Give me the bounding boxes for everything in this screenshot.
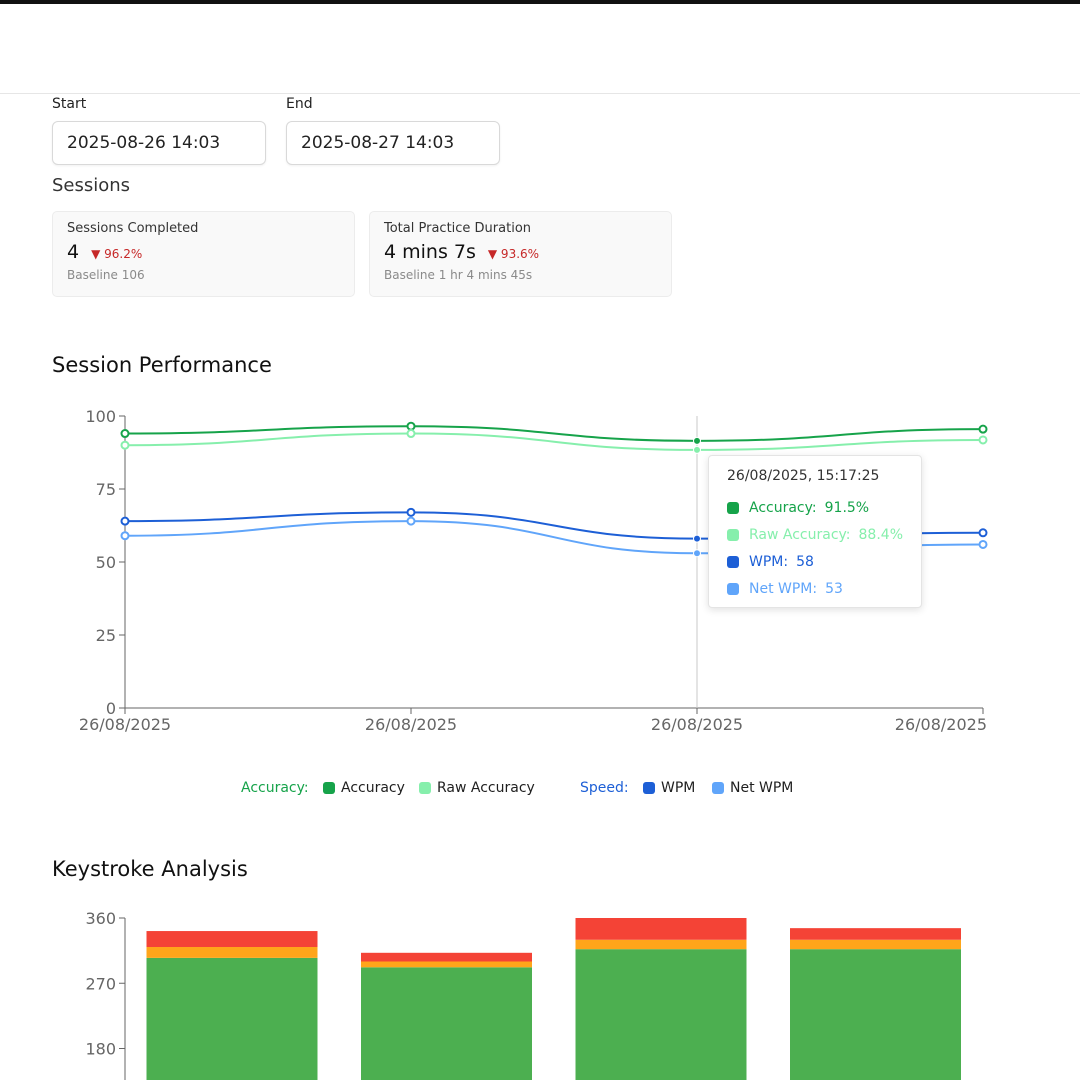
bar-segment bbox=[790, 939, 961, 950]
data-point-wpm bbox=[406, 507, 416, 517]
bar-segment bbox=[575, 918, 747, 940]
card-delta: ▼ 96.2% bbox=[91, 247, 143, 261]
data-point-raw-accuracy bbox=[120, 440, 130, 450]
card-title: Sessions Completed bbox=[67, 221, 199, 236]
x-tick-label: 26/08/2025 bbox=[365, 715, 457, 734]
tooltip-row-accuracy: Accuracy: 91.5% bbox=[727, 494, 903, 521]
data-point-wpm bbox=[978, 528, 988, 538]
header-divider bbox=[0, 93, 1080, 94]
legend-speed-group-label: Speed: bbox=[580, 780, 629, 796]
legend-label: Accuracy bbox=[341, 780, 405, 796]
x-tick-label: 26/08/2025 bbox=[895, 715, 987, 734]
legend-label: WPM bbox=[661, 780, 696, 796]
card-value: 4 mins 7s bbox=[384, 241, 476, 263]
bar-segment bbox=[790, 949, 961, 1080]
tooltip-row-raw-accuracy: Raw Accuracy: 88.4% bbox=[727, 521, 903, 548]
bar-segment bbox=[361, 961, 532, 968]
bar-segment bbox=[790, 928, 961, 940]
tooltip-row-wpm: WPM: 58 bbox=[727, 548, 903, 575]
series-line-raw-accuracy bbox=[124, 432, 984, 451]
x-tick-label: 26/08/2025 bbox=[79, 715, 171, 734]
data-point-accuracy bbox=[120, 429, 130, 439]
end-label: End bbox=[286, 96, 313, 112]
keystroke-analysis-heading: Keystroke Analysis bbox=[52, 857, 248, 881]
card-delta: ▼ 93.6% bbox=[487, 247, 540, 261]
legend-item-raw-accuracy[interactable]: Raw Accuracy bbox=[419, 780, 535, 796]
legend-item-net-wpm[interactable]: Net WPM bbox=[712, 780, 793, 796]
wpm-swatch bbox=[727, 555, 739, 568]
bar-segment bbox=[146, 957, 318, 1080]
sessions-heading: Sessions bbox=[52, 175, 131, 196]
raw-accuracy-swatch bbox=[419, 782, 431, 794]
tooltip-value: 88.4% bbox=[858, 526, 903, 543]
series-line-accuracy bbox=[124, 425, 984, 442]
card-value-row: 4 ▼ 96.2% bbox=[67, 241, 340, 263]
data-point-active-accuracy bbox=[693, 436, 701, 445]
tooltip-title: 26/08/2025, 15:17:25 bbox=[727, 468, 880, 484]
y-tick-label: 270 bbox=[85, 974, 116, 993]
tooltip-label: Net WPM: bbox=[749, 580, 818, 597]
net-wpm-swatch bbox=[727, 582, 739, 595]
bar-segment bbox=[361, 967, 532, 1080]
data-point-net-wpm bbox=[978, 539, 988, 549]
tooltip-value: 91.5% bbox=[824, 499, 870, 516]
session-performance-heading: Session Performance bbox=[52, 353, 272, 377]
wpm-swatch bbox=[643, 782, 655, 794]
legend-accuracy-group-label: Accuracy: bbox=[241, 780, 309, 796]
tooltip-value: 58 bbox=[796, 553, 814, 570]
y-tick-label: 75 bbox=[96, 480, 116, 499]
data-point-accuracy bbox=[406, 421, 416, 431]
card-baseline: Baseline 106 bbox=[67, 268, 145, 282]
data-point-net-wpm bbox=[120, 531, 130, 541]
data-point-raw-accuracy bbox=[978, 435, 988, 445]
chart-legend: Accuracy: Accuracy Raw Accuracy Speed: W… bbox=[0, 780, 1080, 802]
y-tick-label: 360 bbox=[85, 909, 116, 928]
legend-label: Raw Accuracy bbox=[437, 780, 535, 796]
session-performance-chart[interactable]: 0 25 50 75 100 26/08/2025 26/08/2025 26/08/2025… bbox=[0, 400, 1080, 745]
y-tick-label: 100 bbox=[85, 407, 116, 426]
y-tick-label: 180 bbox=[85, 1040, 116, 1059]
bar-segment bbox=[361, 952, 532, 962]
tooltip-value: 53 bbox=[825, 580, 843, 597]
y-tick-label: 0 bbox=[106, 699, 116, 718]
y-tick-label: 25 bbox=[96, 626, 116, 645]
start-label: Start bbox=[52, 96, 87, 112]
data-point-active-raw-accuracy bbox=[693, 445, 701, 454]
tooltip-label: Accuracy: bbox=[749, 499, 817, 516]
bar-segment bbox=[146, 947, 318, 958]
data-point-raw-accuracy bbox=[406, 429, 416, 439]
practice-duration-card: Total Practice Duration 4 mins 7s ▼ 93.6… bbox=[369, 211, 672, 297]
top-bar bbox=[0, 0, 1080, 4]
bar-segment bbox=[146, 931, 318, 947]
legend-item-wpm[interactable]: WPM bbox=[643, 780, 695, 796]
data-point-net-wpm bbox=[406, 516, 416, 526]
net-wpm-swatch bbox=[712, 782, 724, 794]
card-value: 4 bbox=[67, 241, 80, 263]
legend-item-accuracy[interactable]: Accuracy bbox=[323, 780, 405, 796]
end-date-input[interactable]: 2025-08-27 14:03 bbox=[286, 121, 500, 165]
card-value-row: 4 mins 7s ▼ 93.6% bbox=[384, 241, 657, 263]
x-tick-label: 26/08/2025 bbox=[651, 715, 743, 734]
data-point-wpm bbox=[120, 516, 130, 526]
tooltip-label: Raw Accuracy: bbox=[749, 526, 851, 543]
raw-accuracy-swatch bbox=[727, 528, 739, 541]
sessions-completed-card: Sessions Completed 4 ▼ 96.2% Baseline 10… bbox=[52, 211, 355, 297]
y-tick-label: 50 bbox=[96, 553, 116, 572]
data-point-accuracy bbox=[978, 424, 988, 434]
accuracy-swatch bbox=[323, 782, 335, 794]
accuracy-swatch bbox=[727, 501, 739, 514]
data-point-active-wpm bbox=[693, 534, 701, 543]
tooltip-row-net-wpm: Net WPM: 53 bbox=[727, 575, 903, 602]
keystroke-analysis-chart[interactable]: 180 270 360 bbox=[0, 905, 1080, 1080]
chart-tooltip: 26/08/2025, 15:17:25 Accuracy: 91.5% Raw… bbox=[708, 455, 922, 608]
card-baseline: Baseline 1 hr 4 mins 45s bbox=[384, 268, 533, 282]
bar-segment bbox=[575, 939, 747, 950]
start-date-input[interactable]: 2025-08-26 14:03 bbox=[52, 121, 266, 165]
tooltip-label: WPM: bbox=[749, 553, 789, 570]
data-point-active-net-wpm bbox=[693, 549, 701, 558]
legend-label: Net WPM bbox=[730, 780, 794, 796]
bar-segment bbox=[575, 949, 747, 1080]
card-title: Total Practice Duration bbox=[384, 221, 532, 236]
